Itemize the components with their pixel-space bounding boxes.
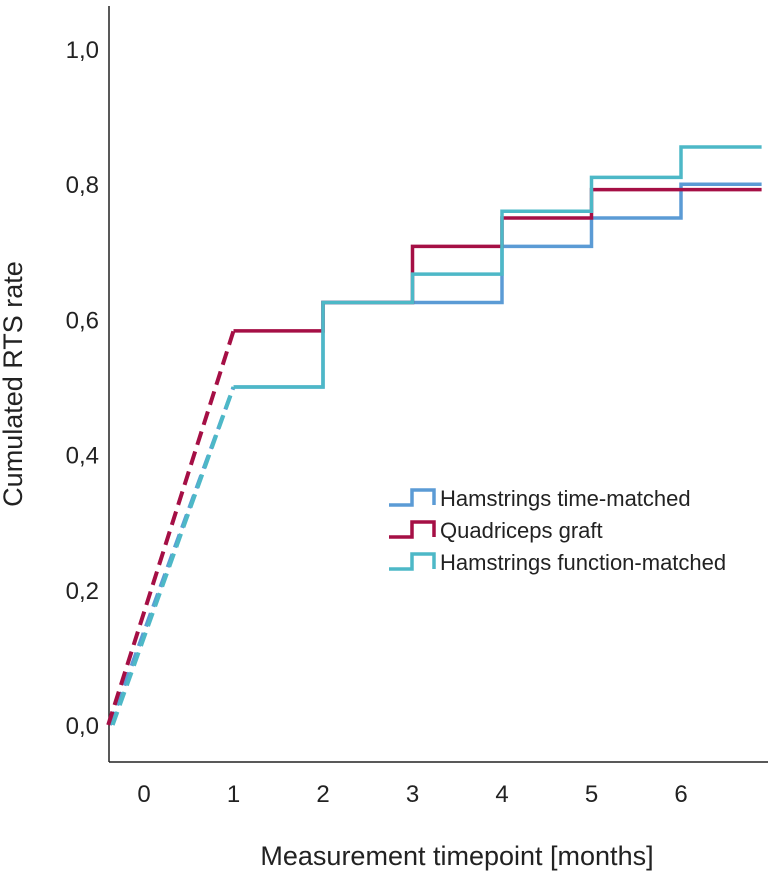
series-1-dashed-segment — [106, 330, 236, 726]
y-tick-label: 0,6 — [66, 307, 99, 334]
y-tick-label: 0,2 — [66, 578, 99, 605]
series-2-dashed-segment — [110, 386, 236, 726]
legend: Hamstrings time-matched Quadriceps graft H… — [389, 486, 726, 575]
x-tick-label: 0 — [137, 781, 150, 808]
y-tick-label: 0,8 — [66, 172, 99, 199]
x-tick-label: 4 — [495, 781, 508, 808]
x-tick-label: 3 — [406, 781, 419, 808]
y-tick-label: 1,0 — [66, 37, 99, 64]
x-tick-label: 6 — [674, 781, 687, 808]
series-0-step-line — [233, 182, 762, 389]
legend-swatch-2 — [389, 552, 436, 571]
series-layer — [106, 145, 762, 726]
legend-label-1: Quadriceps graft — [440, 518, 603, 543]
legend-label-2: Hamstrings function-matched — [440, 550, 726, 575]
series-2-step-line — [233, 145, 762, 389]
y-tick-label: 0,4 — [66, 443, 99, 470]
x-tick-label: 2 — [316, 781, 329, 808]
y-axis-title: Cumulated RTS rate — [0, 261, 28, 507]
x-tick-label: 5 — [585, 781, 598, 808]
legend-swatch-1 — [389, 520, 436, 539]
legend-swatch-0 — [389, 488, 436, 507]
x-tick-label: 1 — [227, 781, 240, 808]
y-axis-ticks: 0,0 0,2 0,4 0,6 0,8 1,0 — [66, 37, 99, 740]
y-tick-label: 0,0 — [66, 713, 99, 740]
x-axis-ticks: 0 1 2 3 4 5 6 — [137, 781, 687, 808]
legend-label-0: Hamstrings time-matched — [440, 486, 691, 511]
x-axis-title: Measurement timepoint [months] — [260, 841, 653, 871]
